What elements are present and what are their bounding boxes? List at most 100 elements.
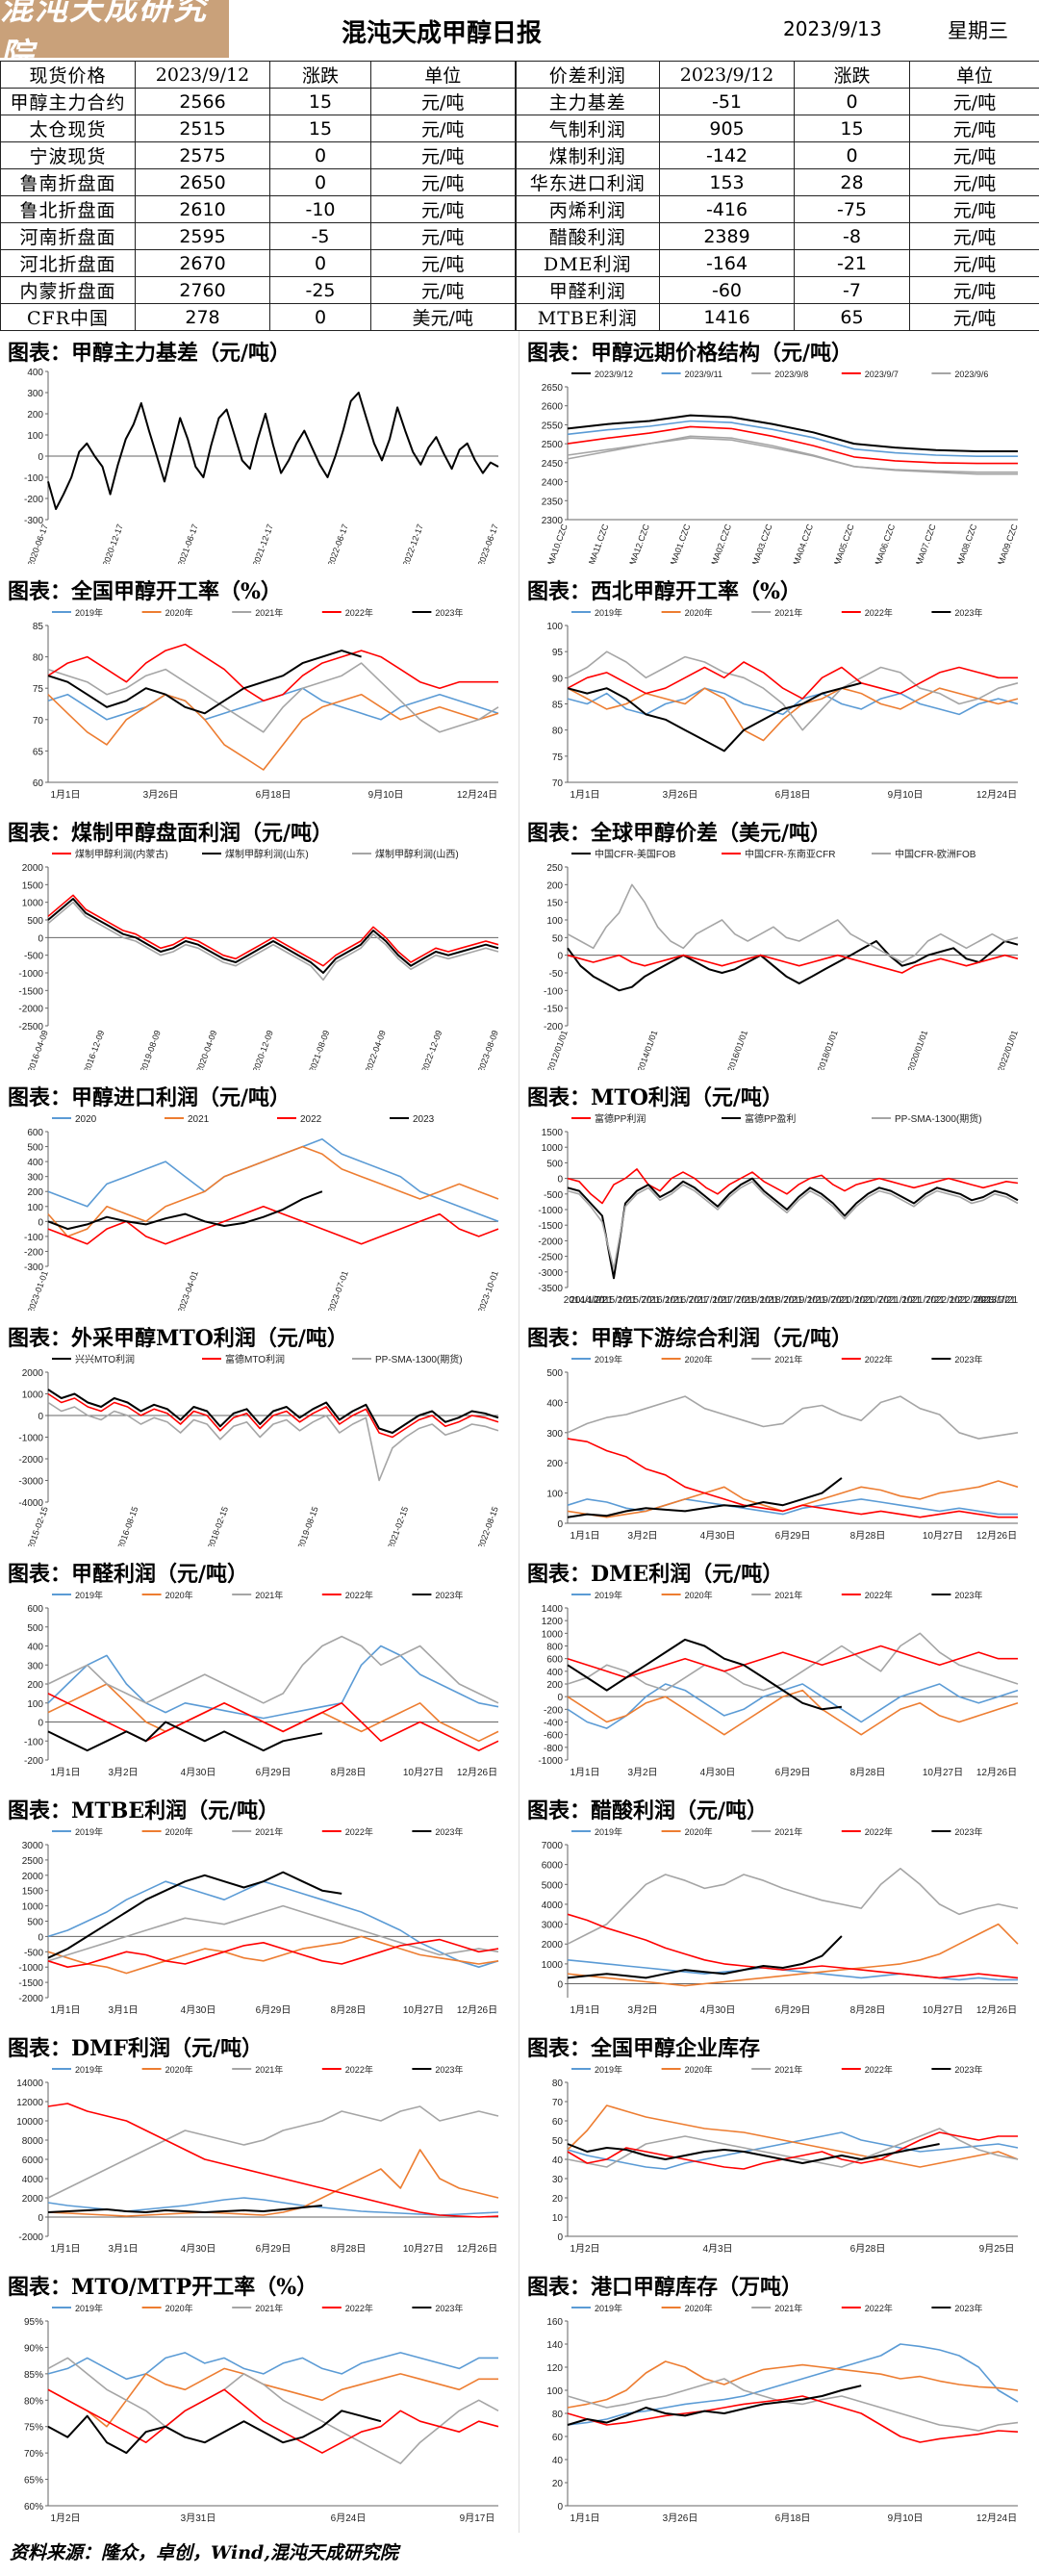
chart-title: 图表：全国甲醇开工率（%） xyxy=(8,579,282,604)
legend-label: 中国CFR-东南亚CFR xyxy=(745,848,835,860)
legend-label: 兴兴MTO利润 xyxy=(75,1353,135,1365)
legend-label: 2022年 xyxy=(865,1354,893,1365)
legend-item: 2023年 xyxy=(412,2064,463,2075)
x-tick-label: 12月26日 xyxy=(457,1767,497,1778)
y-tick-label: 1000 xyxy=(542,1960,564,1971)
y-tick-label: -800 xyxy=(544,1744,563,1754)
legend-item: 2020年 xyxy=(141,2303,193,2313)
x-tick-label: 2014/01/01 xyxy=(636,1029,660,1070)
x-tick-label: MA01.CZC xyxy=(669,523,693,564)
legend-label: 2020年 xyxy=(165,607,193,618)
x-tick-label: MA03.CZC xyxy=(750,523,774,564)
legend-label: 煤制甲醇利润(内蒙古) xyxy=(75,848,168,860)
series-line-3 xyxy=(47,1190,323,1231)
x-tick-label: 1月1日 xyxy=(570,1530,599,1542)
item-name: 甲醇主力合约 xyxy=(0,88,136,115)
y-tick-label: -3000 xyxy=(18,1477,43,1488)
y-tick-label: 0 xyxy=(557,2502,563,2512)
x-tick-label: MA12.CZC xyxy=(627,523,651,564)
item-value: 1416 xyxy=(659,303,795,331)
brand-logo: 混沌天成研究院 xyxy=(0,0,229,75)
y-tick-label: -600 xyxy=(544,1731,563,1742)
y-tick-label: 50 xyxy=(552,2136,564,2147)
x-tick-label: 2015/7/21 xyxy=(618,1295,661,1306)
y-tick-label: 5000 xyxy=(542,1880,564,1891)
y-tick-label: 50 xyxy=(552,933,564,944)
chart-title: 图表：全国甲醇企业库存 xyxy=(527,2036,761,2061)
x-tick-label: 2021/7/21 xyxy=(901,1295,945,1306)
x-tick-label: 6月24日 xyxy=(331,2512,367,2524)
legend-label: 2020年 xyxy=(685,607,713,618)
x-tick-label: 2020/1/21 xyxy=(830,1295,874,1306)
legend-item: 2021年 xyxy=(232,1590,283,1600)
series-line-3 xyxy=(567,1645,1018,1679)
legend-label: 2019年 xyxy=(595,1354,622,1365)
series-line-4 xyxy=(567,437,1018,473)
x-tick-label: 4月30日 xyxy=(700,1530,736,1542)
x-tick-label: 4月30日 xyxy=(181,2243,216,2255)
item-value: -416 xyxy=(659,195,795,223)
legend-label: 2019年 xyxy=(595,2064,622,2075)
x-tick-label: 12月24日 xyxy=(457,789,497,801)
x-tick-label: 2016-04-09 xyxy=(26,1029,50,1070)
chart-panel-ext_mto: 图表：外采甲醇MTO利润（元/吨） -4000 -3000 -2000 -1000 0 10… xyxy=(0,1316,520,1552)
legend-item: 2022年 xyxy=(841,1590,893,1600)
chart-panel-acetic: 图表：醋酸利润（元/吨） 0 1000 2000 3000 4000 5000 6000 700… xyxy=(520,1789,1039,2027)
y-tick-label: 60 xyxy=(552,2117,564,2128)
series-line-3 xyxy=(567,425,1018,465)
x-tick-label: 2022/1/21 xyxy=(925,1295,969,1306)
legend-item: 富德PP利润 xyxy=(571,1112,646,1125)
series-line-2 xyxy=(47,2357,499,2464)
series-line-1 xyxy=(567,2104,1019,2168)
item-name: CFR中国 xyxy=(0,303,136,331)
legend-label: 2019年 xyxy=(595,607,622,618)
y-tick-label: -1500 xyxy=(18,986,43,997)
series-line-4 xyxy=(567,2143,940,2164)
series-line-4 xyxy=(47,1721,323,1752)
legend-item: 2019年 xyxy=(571,2064,622,2075)
y-tick-label: -500 xyxy=(544,1190,563,1201)
chart-panel-dme: 图表：DME利润（元/吨） -1000 -800 -600 -400 -200 0 200 40… xyxy=(520,1552,1039,1789)
y-tick-label: -2000 xyxy=(18,1005,43,1015)
y-tick-label: 0 xyxy=(38,452,43,463)
legend-label: 富德PP利润 xyxy=(595,1112,646,1125)
y-tick-label: -300 xyxy=(24,516,43,526)
chart-panel-olefin_rate: 图表：MTO/MTP开工率（%） 60% 65% 70% 75% 80% 85% 90% 95%… xyxy=(0,2265,520,2535)
series-line-0 xyxy=(47,1389,499,1434)
y-tick-label: 140 xyxy=(546,2340,563,2351)
series-line-2 xyxy=(567,1868,1019,1945)
item-value: -7 xyxy=(794,276,910,304)
legend-label: 2022年 xyxy=(345,1826,373,1837)
legend-label: 2023年 xyxy=(435,2064,463,2075)
y-tick-label: -1500 xyxy=(18,1978,43,1989)
y-tick-label: 1000 xyxy=(22,1902,44,1913)
item-name: 气制利润 xyxy=(514,115,660,142)
chart-panel-global: 图表：全球甲醇价差（美元/吨） -200 -150 -100 -50 0 50 100 150 2… xyxy=(520,811,1039,1076)
x-tick-label: 1月1日 xyxy=(570,2004,599,2016)
summary-table: 现货价格 2023/9/12 涨跌 单位 价差利润 2023/9/12 涨跌 单位 甲醇主力合约… xyxy=(0,61,1039,331)
x-tick-label: 6月18日 xyxy=(775,2512,811,2524)
legend-label: 2021年 xyxy=(774,1354,802,1365)
x-tick-label: 3月1日 xyxy=(108,2243,138,2255)
y-tick-label: 2600 xyxy=(542,402,564,413)
item-name: DME利润 xyxy=(514,249,660,277)
chart-global: -200 -150 -100 -50 0 50 100 150 200 250 2012/01/01… xyxy=(544,848,1020,1070)
x-tick-label: 2016-12-09 xyxy=(82,1029,106,1070)
item-value: -142 xyxy=(659,141,795,169)
x-tick-label: MA04.CZC xyxy=(792,523,816,564)
item-name: 主力基差 xyxy=(514,88,660,115)
item-value: 元/吨 xyxy=(909,276,1039,304)
legend-item: 2021年 xyxy=(751,2064,802,2075)
item-value: 2760 xyxy=(135,276,270,304)
chart-panel-coal: 图表：煤制甲醇盘面利润（元/吨） -2500 -2000 -1500 -1000 -500… xyxy=(0,811,520,1076)
item-value: 2670 xyxy=(135,249,270,277)
legend-label: PP-SMA-1300(期货) xyxy=(895,1112,982,1125)
y-tick-label: 2000 xyxy=(22,863,44,874)
y-tick-label: -400 xyxy=(544,1719,563,1729)
y-tick-label: 0 xyxy=(557,952,563,962)
legend-item: 2019年 xyxy=(571,1826,622,1837)
legend-item: 2022 xyxy=(277,1114,322,1125)
y-tick-label: 80 xyxy=(33,653,44,664)
legend-label: 2022年 xyxy=(865,607,893,618)
y-tick-label: 200 xyxy=(546,880,563,891)
